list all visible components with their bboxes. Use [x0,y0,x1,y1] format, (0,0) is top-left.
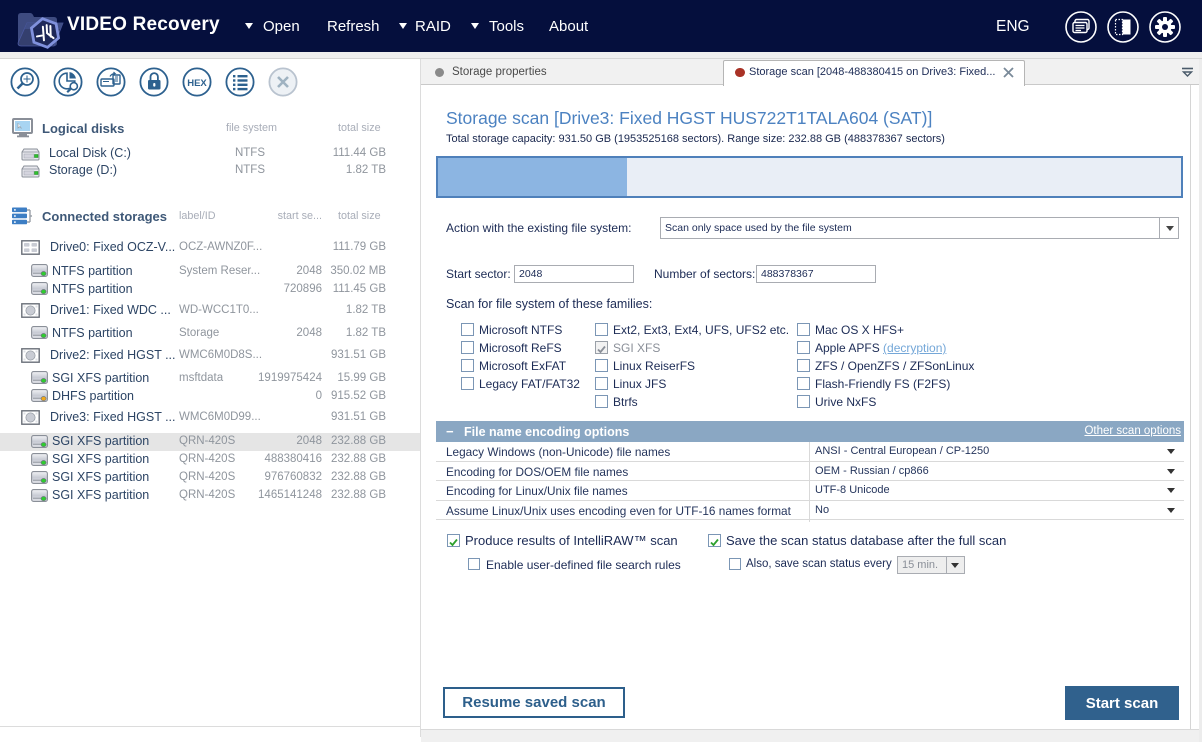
svg-text:HEX: HEX [187,78,207,89]
